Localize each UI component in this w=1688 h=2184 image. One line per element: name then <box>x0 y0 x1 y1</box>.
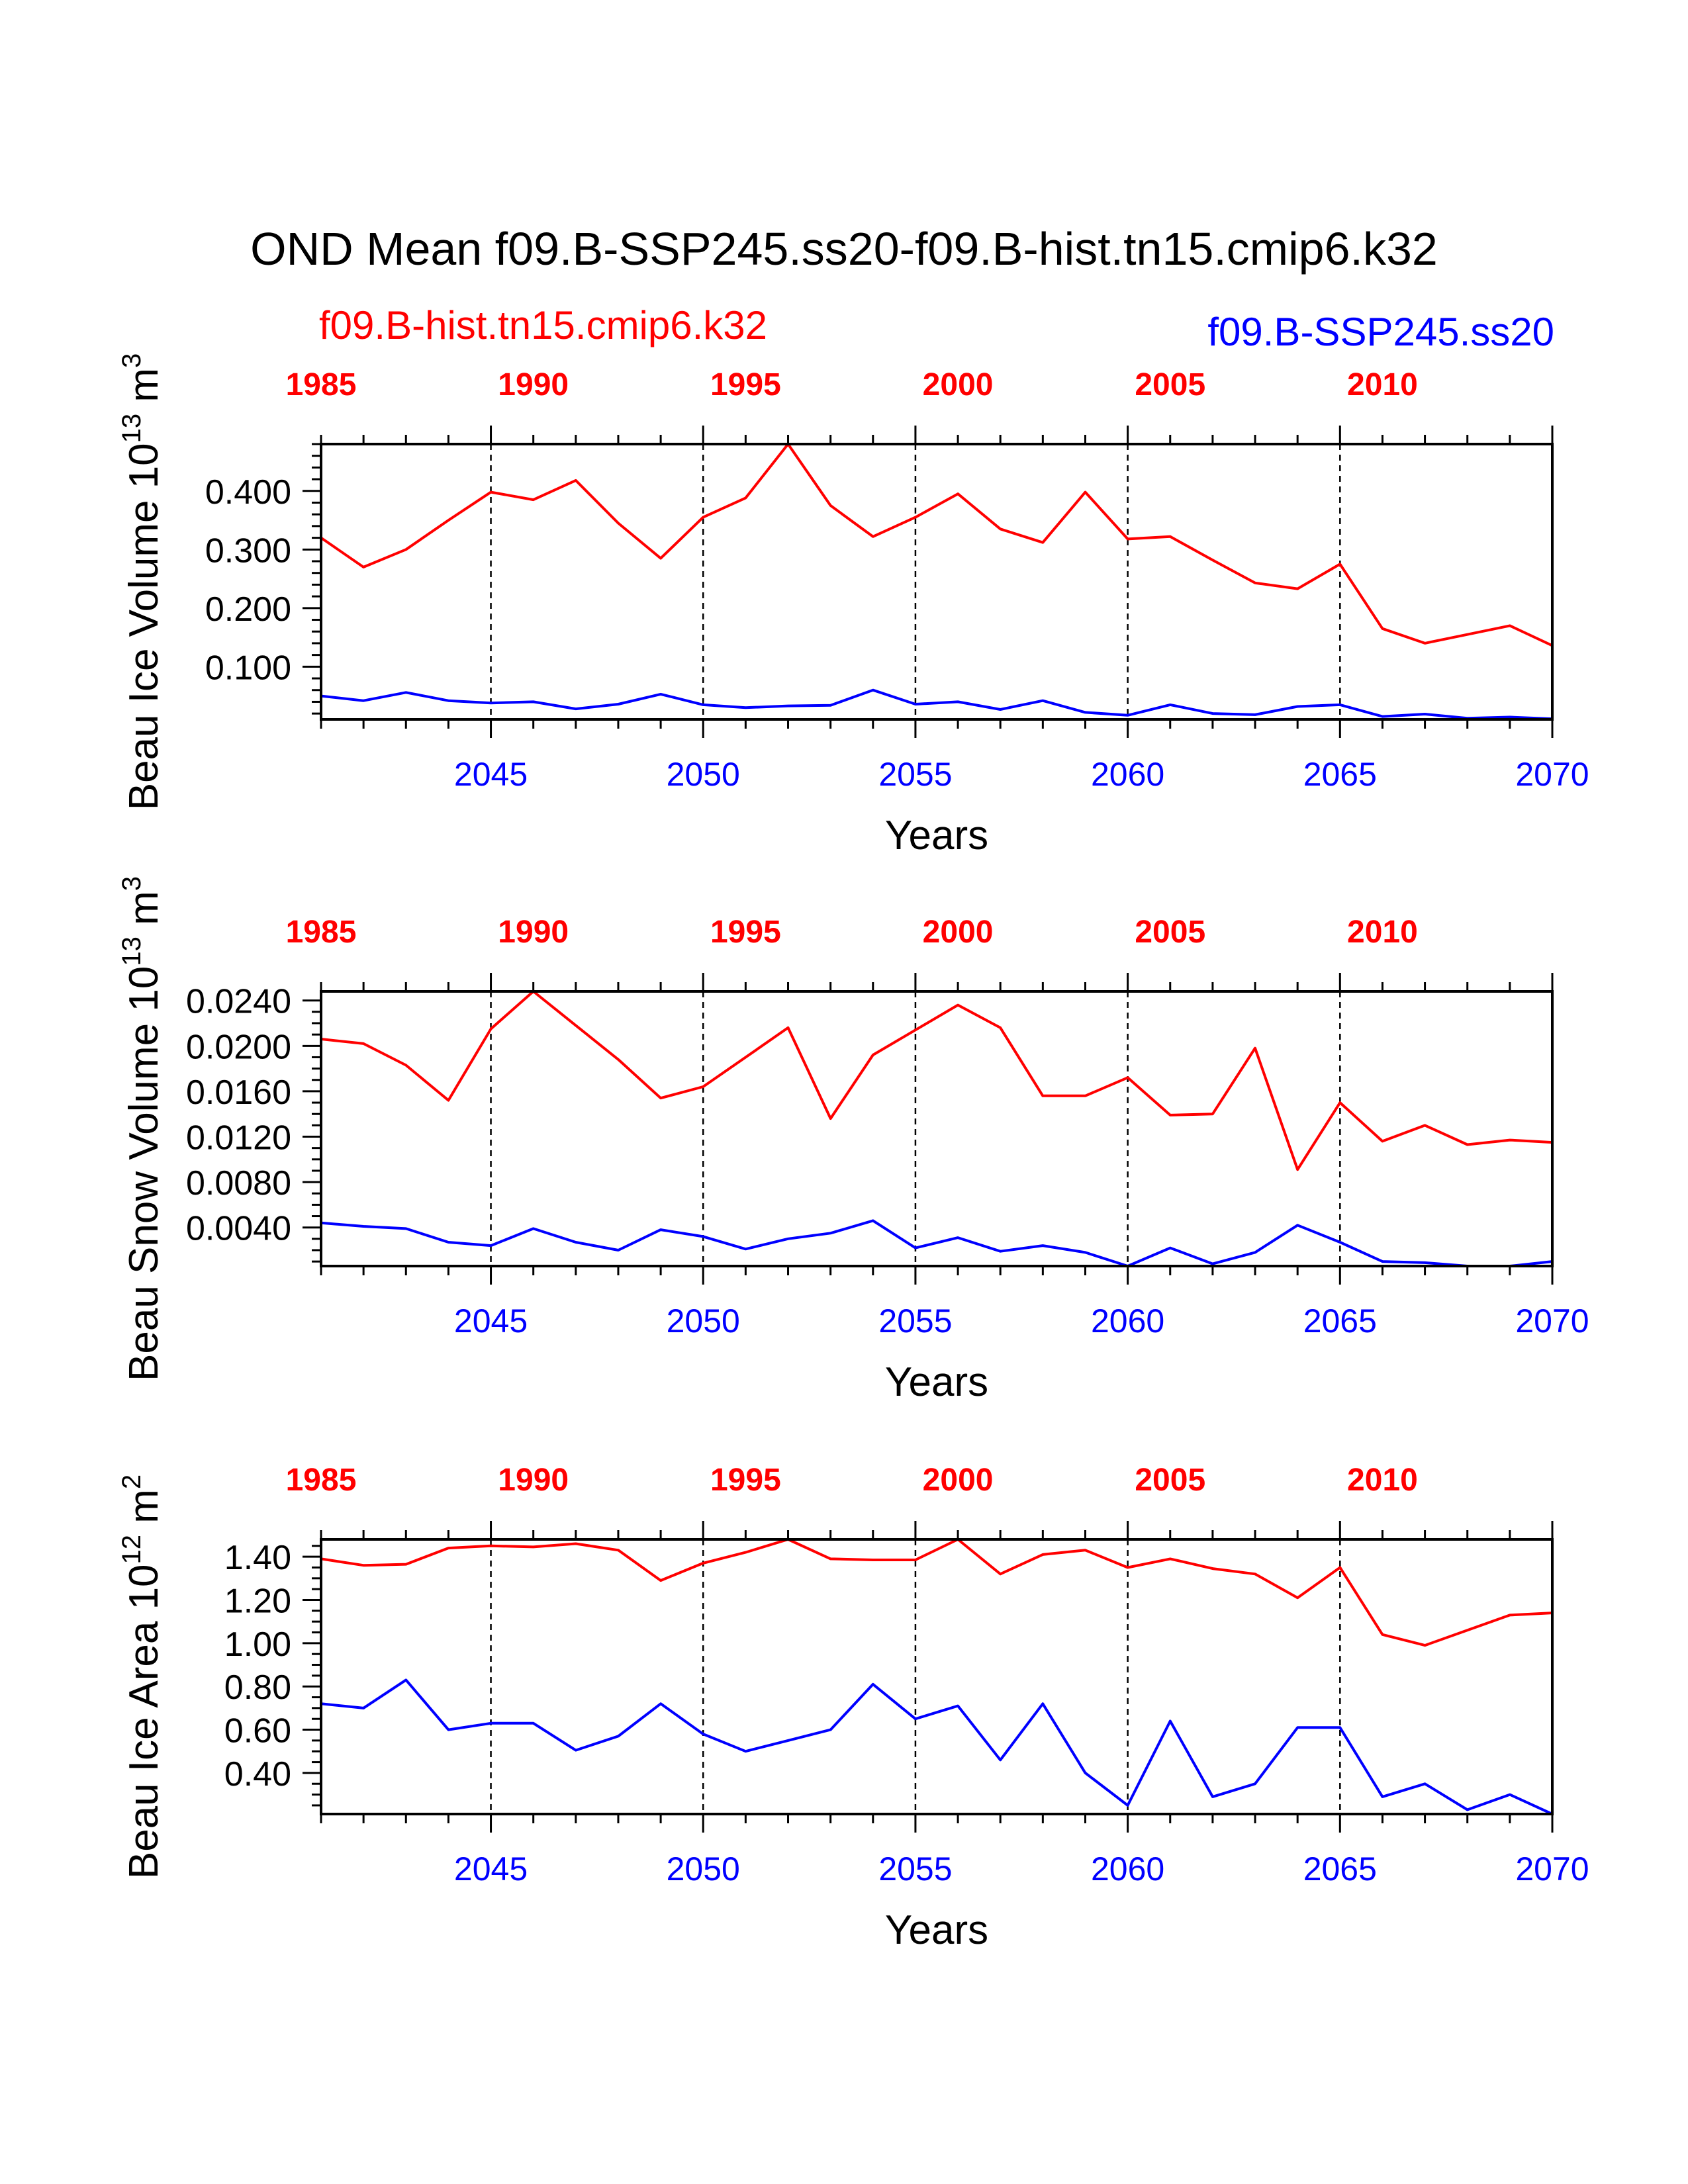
x-tick-label-top: 2000 <box>923 915 994 950</box>
x-tick-label-top: 1990 <box>498 915 569 950</box>
plot-frame <box>320 443 1554 721</box>
series-line-ssp <box>321 688 1552 721</box>
y-tick-label: 1.40 <box>224 1539 291 1577</box>
x-tick-label-bottom: 2050 <box>667 1302 740 1340</box>
x-tick-label-bottom: 2055 <box>878 756 952 793</box>
x-axis-title: Years <box>885 813 988 858</box>
y-tick-label: 0.200 <box>205 590 291 629</box>
y-tick-label: 0.400 <box>205 473 291 512</box>
x-tick-label-bottom: 2060 <box>1091 1850 1164 1888</box>
x-tick-label-top: 2000 <box>923 1463 994 1498</box>
x-tick-label-top: 1990 <box>498 367 569 402</box>
x-tick-label-top: 1990 <box>498 1463 569 1498</box>
y-tick-label: 0.300 <box>205 531 291 570</box>
x-axis-title: Years <box>885 1359 988 1405</box>
x-tick-label-bottom: 2055 <box>878 1302 952 1340</box>
y-axis-title: Beau Ice Volume 1013 m3 <box>117 353 167 811</box>
x-tick-label-top: 2000 <box>923 367 994 402</box>
x-axis-title: Years <box>885 1907 988 1953</box>
x-tick-label-top: 1995 <box>710 367 781 402</box>
series-line-ssp <box>321 1219 1552 1267</box>
x-tick-label-top: 1995 <box>710 915 781 950</box>
panel-1: 0.100 0.200 0.300 0.400 2045 2050 2055 2060 2065… <box>117 353 1589 858</box>
x-tick-label-bottom: 2050 <box>667 756 740 793</box>
x-tick-label-top: 1985 <box>286 367 357 402</box>
x-tick-label-bottom: 2065 <box>1303 756 1377 793</box>
y-tick-label: 1.20 <box>224 1582 291 1620</box>
y-tick-label: 0.0200 <box>186 1028 291 1066</box>
y-tick-label: 1.00 <box>224 1625 291 1664</box>
x-tick-label-top: 1985 <box>286 1463 357 1498</box>
x-tick-label-top: 2005 <box>1135 367 1205 402</box>
x-tick-label-top: 1985 <box>286 915 357 950</box>
y-tick-label: 0.100 <box>205 649 291 687</box>
panel-3: 0.40 0.60 0.80 1.00 1.20 1.40 2045 2050 2055 2060… <box>117 1463 1589 1953</box>
x-tick-label-top: 2005 <box>1135 1463 1205 1498</box>
panels: 0.100 0.200 0.300 0.400 2045 2050 2055 2060 2065… <box>117 353 1589 1953</box>
x-tick-label-bottom: 2045 <box>454 1850 528 1888</box>
x-tick-label-bottom: 2070 <box>1515 756 1589 793</box>
y-tick-label: 0.80 <box>224 1668 291 1707</box>
y-tick-label: 0.0160 <box>186 1073 291 1112</box>
series-line-ssp <box>321 1678 1552 1815</box>
x-tick-label-bottom: 2070 <box>1515 1302 1589 1340</box>
y-axis-title: Beau Snow Volume 1013 m3 <box>117 876 167 1381</box>
y-tick-label: 0.0120 <box>186 1119 291 1158</box>
plot-frame <box>320 990 1554 1267</box>
y-tick-label: 0.40 <box>224 1755 291 1794</box>
y-tick-label: 0.0080 <box>186 1164 291 1203</box>
x-tick-label-top: 2010 <box>1347 915 1418 950</box>
x-tick-label-top: 1995 <box>710 1463 781 1498</box>
x-tick-label-bottom: 2055 <box>878 1850 952 1888</box>
x-tick-label-bottom: 2065 <box>1303 1850 1377 1888</box>
x-tick-label-bottom: 2065 <box>1303 1302 1377 1340</box>
x-tick-label-bottom: 2050 <box>667 1850 740 1888</box>
x-tick-label-bottom: 2045 <box>454 1302 528 1340</box>
y-tick-label: 0.0040 <box>186 1210 291 1248</box>
x-tick-label-bottom: 2060 <box>1091 1302 1164 1340</box>
x-tick-label-bottom: 2070 <box>1515 1850 1589 1888</box>
panel-2: 0.0040 0.0080 0.0120 0.0160 0.0200 0.0240 2045… <box>117 876 1589 1405</box>
x-tick-label-top: 2010 <box>1347 367 1418 402</box>
series-line-hist <box>321 990 1552 1171</box>
x-tick-label-bottom: 2045 <box>454 756 528 793</box>
figure-title: OND Mean f09.B-SSP245.ss20-f09.B-hist.tn… <box>250 223 1438 275</box>
series-line-hist <box>321 1538 1552 1647</box>
x-tick-label-bottom: 2060 <box>1091 756 1164 793</box>
x-tick-label-top: 2005 <box>1135 915 1205 950</box>
legend-ssp-label: f09.B-SSP245.ss20 <box>1207 310 1554 354</box>
y-tick-label: 0.60 <box>224 1712 291 1751</box>
x-tick-label-top: 2010 <box>1347 1463 1418 1498</box>
legend-hist-label: f09.B-hist.tn15.cmip6.k32 <box>319 303 767 347</box>
series-line-hist <box>321 443 1552 647</box>
plot-frame <box>320 1538 1554 1815</box>
y-tick-label: 0.0240 <box>186 983 291 1021</box>
y-axis-title: Beau Ice Area 1012 m2 <box>117 1475 167 1879</box>
